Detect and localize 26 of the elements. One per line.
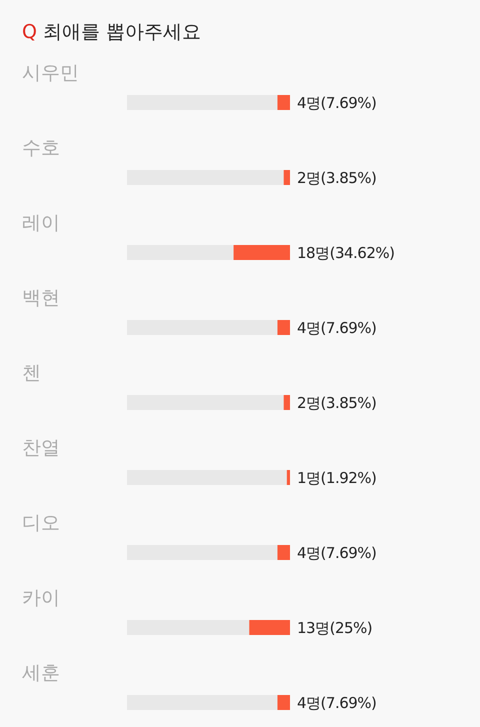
bar — [277, 545, 290, 560]
y-tick-label: 레이 — [22, 212, 60, 234]
data-label: 4명(7.69%) — [297, 694, 376, 712]
data-label: 4명(7.69%) — [297, 94, 376, 112]
bar — [286, 470, 290, 485]
data-label: 1명(1.92%) — [297, 469, 376, 487]
y-tick-label: 세훈 — [22, 662, 60, 684]
bar — [284, 170, 290, 185]
y-tick-label: 백현 — [22, 287, 60, 309]
y-tick-label: 시우민 — [22, 62, 79, 84]
y-tick-label: 디오 — [22, 512, 60, 534]
data-label: 2명(3.85%) — [297, 394, 376, 412]
data-label: 4명(7.69%) — [297, 319, 376, 337]
bar — [277, 320, 290, 335]
data-label: 2명(3.85%) — [297, 169, 376, 187]
y-tick-label: 수호 — [22, 137, 60, 159]
y-tick-label: 카이 — [22, 587, 60, 609]
chart-title: Q 최애를 뽑아주세요 — [22, 21, 202, 43]
bar — [277, 695, 290, 710]
data-label: 4명(7.69%) — [297, 544, 376, 562]
bar — [284, 395, 290, 410]
bar — [277, 95, 290, 110]
y-tick-label: 찬열 — [22, 437, 60, 459]
data-label: 13명(25%) — [297, 619, 372, 637]
data-label: 18명(34.62%) — [297, 244, 394, 262]
y-tick-label: 첸 — [22, 362, 41, 384]
